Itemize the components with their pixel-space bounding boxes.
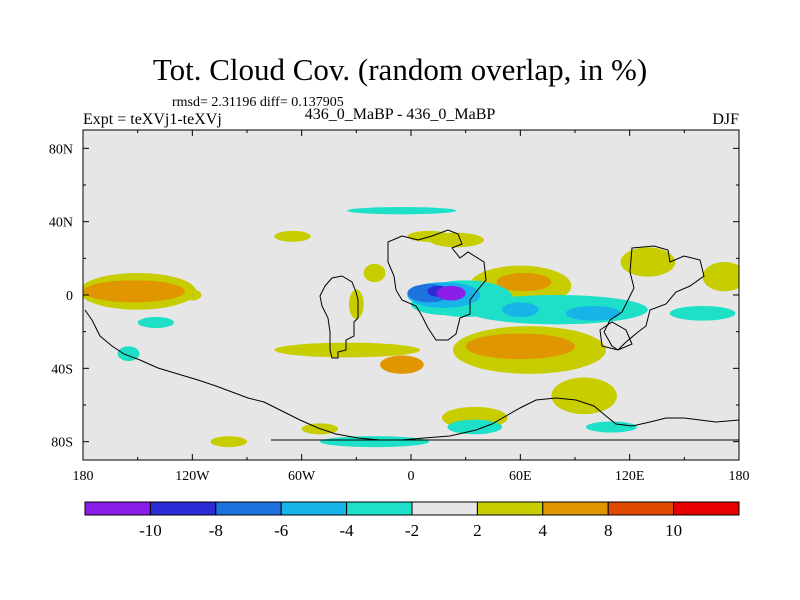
colorbar-box-1 bbox=[149, 501, 217, 516]
anomaly-region-32 bbox=[447, 419, 503, 435]
colorbar-box-7 bbox=[542, 501, 609, 516]
colorbar-label-4: -2 bbox=[405, 521, 419, 540]
anomaly-region-7 bbox=[702, 262, 739, 292]
colorbar-label-6: 4 bbox=[539, 521, 548, 540]
colorbar-box-2 bbox=[215, 501, 282, 516]
anomaly-region-12 bbox=[183, 289, 202, 301]
y-tick-label-0: 80N bbox=[49, 142, 73, 157]
stats-label: rmsd= 2.31196 diff= 0.137905 bbox=[172, 95, 344, 110]
anomaly-region-34 bbox=[210, 436, 247, 448]
x-tick-label-4: 60E bbox=[509, 469, 532, 484]
anomaly-region-0 bbox=[347, 207, 457, 215]
colorbar-box-0 bbox=[84, 501, 151, 516]
colorbar-box-6 bbox=[476, 501, 544, 516]
colorbar: -10 -8 -6 -4 -2 2 4 8 10 bbox=[84, 501, 740, 540]
y-axis: 80N 40N 0 40S 80S bbox=[49, 142, 739, 451]
x-tick-label-5: 120E bbox=[615, 469, 645, 484]
colorbar-label-3: -4 bbox=[340, 521, 355, 540]
anomaly-region-31 bbox=[319, 436, 430, 448]
anomaly-region-2 bbox=[429, 232, 484, 248]
colorbar-box-9 bbox=[673, 501, 740, 516]
y-tick-label-1: 40N bbox=[49, 216, 73, 231]
anomaly-region-25 bbox=[436, 285, 466, 301]
colorbar-label-2: -6 bbox=[274, 521, 288, 540]
anomaly-region-10 bbox=[363, 263, 386, 283]
anomaly-region-6 bbox=[496, 273, 552, 292]
season-label: DJF bbox=[712, 111, 739, 128]
anomaly-region-30 bbox=[551, 377, 617, 415]
x-tick-label-2: 60W bbox=[288, 469, 316, 484]
colorbar-label-8: 10 bbox=[665, 521, 682, 540]
colorbar-box-5 bbox=[411, 501, 478, 516]
anomaly-region-27 bbox=[565, 306, 621, 321]
coastline-south-america bbox=[319, 275, 359, 359]
colorbar-label-5: 2 bbox=[473, 521, 482, 540]
anomaly-region-14 bbox=[137, 317, 175, 328]
anomaly-region-11 bbox=[349, 289, 364, 319]
chart-title: Tot. Cloud Cov. (random overlap, in %) bbox=[152, 52, 648, 87]
anomaly-region-16 bbox=[380, 355, 424, 374]
colorbar-box-3 bbox=[280, 501, 348, 516]
coastline-africa bbox=[387, 229, 487, 341]
anomaly-region-28 bbox=[669, 306, 736, 321]
colorbar-box-4 bbox=[346, 501, 413, 516]
y-tick-label-3: 40S bbox=[51, 362, 73, 377]
anomaly-region-19 bbox=[465, 333, 575, 360]
anomaly-region-33 bbox=[585, 421, 637, 433]
x-axis: 180 120W 60W 0 60E 120E 180 bbox=[73, 130, 750, 484]
y-tick-label-2: 0 bbox=[66, 289, 73, 304]
colorbar-label-0: -10 bbox=[139, 521, 162, 540]
anomaly-region-26 bbox=[502, 302, 539, 317]
anomaly-region-9 bbox=[83, 280, 186, 303]
coastline-asia-australia bbox=[599, 245, 705, 351]
colorbar-label-7: 8 bbox=[604, 521, 613, 540]
anomaly-layer bbox=[83, 207, 739, 448]
x-tick-label-6: 180 bbox=[729, 469, 750, 484]
anomaly-region-4 bbox=[620, 247, 676, 277]
x-tick-label-0: 180 bbox=[73, 469, 94, 484]
anomaly-region-15 bbox=[274, 342, 421, 358]
x-tick-label-3: 0 bbox=[408, 469, 415, 484]
x-tick-label-1: 120W bbox=[175, 469, 210, 484]
anomaly-region-3 bbox=[274, 230, 311, 242]
case-label: 436_0_MaBP - 436_0_MaBP bbox=[304, 106, 496, 123]
experiment-label: Expt = teXVj1-teXVj bbox=[83, 111, 222, 128]
colorbar-label-1: -8 bbox=[209, 521, 223, 540]
colorbar-box-8 bbox=[607, 501, 675, 516]
y-tick-label-4: 80S bbox=[51, 436, 73, 451]
coastline-layer bbox=[84, 229, 739, 441]
